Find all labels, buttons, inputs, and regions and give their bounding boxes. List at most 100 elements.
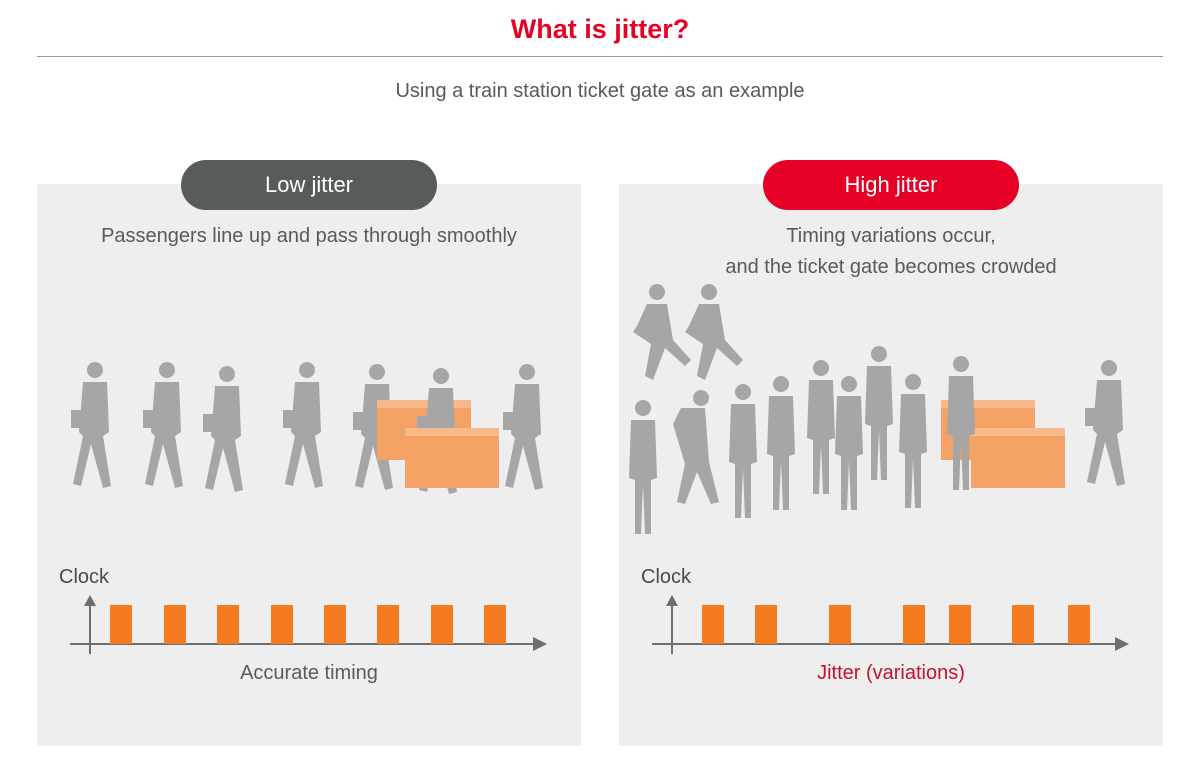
- person-body: [899, 394, 927, 508]
- person-bag: [1085, 408, 1097, 426]
- gate-body: [405, 428, 499, 488]
- person-body: [685, 304, 743, 380]
- person-head: [871, 346, 887, 362]
- clock-pulse: [164, 605, 186, 644]
- jittered-clock-pulses: [702, 605, 1090, 644]
- high-jitter-badge: High jitter: [763, 160, 1019, 210]
- standing-person-icon: [835, 376, 863, 510]
- person-bag: [353, 412, 365, 430]
- clock-pulse: [755, 605, 777, 644]
- person-body: [633, 304, 691, 380]
- accurate-timing-caption: Accurate timing: [240, 662, 378, 684]
- person-bag: [71, 410, 83, 428]
- clock-pulse: [431, 605, 453, 644]
- title-divider: [37, 56, 1163, 57]
- gate-body: [971, 428, 1065, 488]
- person-body: [807, 380, 835, 494]
- person-bag: [143, 410, 155, 428]
- person-body: [673, 408, 719, 504]
- person-head: [735, 384, 751, 400]
- person-head: [299, 362, 315, 378]
- gate-top: [971, 428, 1065, 436]
- person-head: [905, 374, 921, 390]
- person-body: [285, 382, 323, 488]
- person-body: [73, 382, 111, 488]
- walking-person-icon: [71, 362, 111, 488]
- clock-pulse: [271, 605, 293, 644]
- clock-pulse: [1012, 605, 1034, 644]
- person-body: [767, 396, 795, 510]
- person-bag: [203, 414, 215, 432]
- standing-person-icon: [947, 356, 975, 490]
- standing-person-icon: [865, 346, 893, 480]
- person-body: [865, 366, 893, 480]
- person-body: [835, 396, 863, 510]
- page-subtitle: Using a train station ticket gate as an …: [395, 80, 805, 102]
- person-bag: [283, 410, 295, 428]
- clock-pulse: [110, 605, 132, 644]
- high-jitter-description-line-1: Timing variations occur,: [786, 225, 996, 247]
- person-head: [1101, 360, 1117, 376]
- running-person-icon: [685, 284, 743, 380]
- walking-person-icon: [143, 362, 183, 488]
- orderly-queue-figures: [71, 362, 543, 494]
- walking-person-icon: [1085, 360, 1125, 486]
- running-person-icon: [633, 284, 691, 380]
- low-jitter-badge: Low jitter: [181, 160, 437, 210]
- person-body: [205, 386, 243, 492]
- person-body: [629, 420, 657, 534]
- person-bag: [503, 412, 515, 430]
- person-head: [649, 284, 665, 300]
- person-body: [1087, 380, 1125, 486]
- clock-pulse: [484, 605, 506, 644]
- person-head: [841, 376, 857, 392]
- person-head: [953, 356, 969, 372]
- ticket-gate-icon: [971, 428, 1065, 488]
- jitter-caption: Jitter (variations): [817, 662, 965, 684]
- standing-person-icon: [899, 374, 927, 508]
- jitter-timing-diagram: [652, 595, 1129, 654]
- clock-pulse: [324, 605, 346, 644]
- clock-pulse: [949, 605, 971, 644]
- person-body: [947, 376, 975, 490]
- person-head: [433, 368, 449, 384]
- person-head: [813, 360, 829, 376]
- clock-pulse: [829, 605, 851, 644]
- time-axis-arrow-icon: [533, 637, 547, 651]
- person-head: [693, 390, 709, 406]
- accurate-clock-pulses: [110, 605, 506, 644]
- person-head: [773, 376, 789, 392]
- standing-person-icon: [729, 384, 757, 518]
- gate-top: [377, 400, 471, 408]
- person-body: [729, 404, 757, 518]
- walking-person-icon: [503, 364, 543, 490]
- person-head: [87, 362, 103, 378]
- gate-top: [405, 428, 499, 436]
- ticket-gate-icon: [405, 428, 499, 488]
- person-head: [369, 364, 385, 380]
- page-title: What is jitter?: [510, 14, 690, 44]
- clock-axis-up-arrow-icon: [666, 595, 678, 606]
- high-jitter-description-line-2: and the ticket gate becomes crowded: [725, 256, 1057, 278]
- person-body: [145, 382, 183, 488]
- high-jitter-clock-label: Clock: [641, 566, 692, 588]
- low-jitter-clock-label: Clock: [59, 566, 110, 588]
- time-axis-arrow-icon: [1115, 637, 1129, 651]
- clock-axis-up-arrow-icon: [84, 595, 96, 606]
- person-head: [519, 364, 535, 380]
- orderly-queue-illustration: [71, 362, 543, 494]
- walking-person-icon: [283, 362, 323, 488]
- low-jitter-description: Passengers line up and pass through smoo…: [37, 221, 581, 252]
- clock-pulse: [377, 605, 399, 644]
- gate-top: [941, 400, 1035, 408]
- crowded-gate-figures: [629, 284, 1125, 534]
- person-head: [701, 284, 717, 300]
- standing-person-icon: [807, 360, 835, 494]
- clock-pulse: [1068, 605, 1090, 644]
- stumbling-person-icon: [673, 390, 719, 504]
- accurate-timing-diagram: [70, 595, 547, 654]
- clock-pulse: [217, 605, 239, 644]
- low-jitter-description-line: Passengers line up and pass through smoo…: [101, 225, 517, 247]
- person-body: [505, 384, 543, 490]
- person-head: [159, 362, 175, 378]
